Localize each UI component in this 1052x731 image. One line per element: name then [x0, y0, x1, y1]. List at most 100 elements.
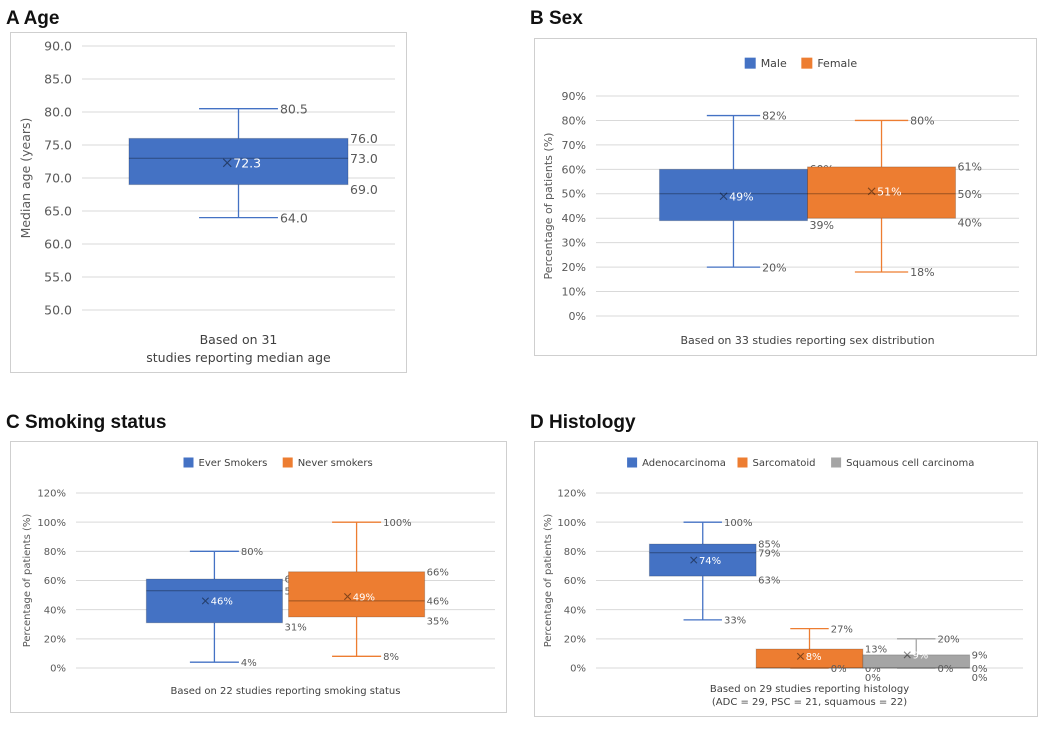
value-label-min: 0% [831, 664, 847, 675]
value-label-min: 64.0 [280, 210, 308, 225]
value-label-mean: 49% [353, 592, 375, 603]
legend-entry: Sarcomatoid [753, 458, 816, 469]
value-label-mean: 9% [912, 651, 928, 662]
value-label-max: 80% [241, 547, 263, 558]
y-tick-label: 20% [564, 634, 586, 645]
legend-swatch [831, 457, 842, 468]
y-axis-label: Percentage of patients (%) [22, 514, 33, 648]
value-label-min: 18% [910, 266, 934, 279]
chart-smoking-status: 0% 20% 40% 60% 80% 100% 120% Percentage of pati… [10, 441, 507, 713]
value-label-mean: 72.3 [233, 156, 261, 171]
mean-marker [343, 592, 352, 601]
panel-title-b: B Sex [530, 8, 583, 29]
y-tick-label: 65.0 [44, 204, 72, 219]
chart-caption: (ADC = 29, PSC = 21, squamous = 22) [712, 697, 907, 708]
value-label-max: 80% [910, 115, 934, 128]
value-label-q1: 35% [427, 616, 449, 627]
chart-caption: Based on 33 studies reporting sex distri… [680, 334, 934, 347]
value-label-max: 27% [831, 624, 853, 635]
y-tick-label: 0% [569, 310, 586, 323]
y-axis-label: Median age (years) [18, 118, 33, 239]
box-iqr [658, 168, 808, 222]
chart-frame [534, 441, 1038, 717]
legend-swatch [627, 457, 638, 468]
value-label-mean: 74% [699, 556, 721, 567]
legend-entry: Female [817, 57, 857, 70]
box-iqr [288, 571, 426, 618]
value-label-min: 4% [241, 658, 257, 669]
y-tick-label: 60% [44, 576, 66, 587]
y-tick-label: 80% [564, 547, 586, 558]
box-iqr [807, 166, 957, 219]
y-tick-label: 30% [562, 237, 586, 250]
legend-swatch [737, 457, 748, 468]
value-label-min: 33% [724, 616, 746, 627]
legend-entry: Male [761, 57, 787, 70]
value-label-q1: 63% [758, 576, 780, 587]
legend-entry: Ever Smokers [199, 458, 268, 469]
legend-swatch [282, 457, 293, 468]
panel-title-d: D Histology [530, 412, 636, 433]
chart-caption: Based on 31 [200, 332, 278, 347]
box-iqr [862, 654, 971, 669]
mean-marker [690, 556, 698, 564]
value-label-q3: 13% [865, 645, 887, 656]
panel-title-c: C Smoking status [6, 412, 167, 433]
box-iqr [128, 137, 349, 186]
y-tick-label: 0% [50, 664, 66, 675]
y-tick-label: 70.0 [44, 171, 72, 186]
value-label-q1: 0% [972, 673, 988, 684]
legend-swatch [183, 457, 194, 468]
value-label-max: 80.5 [280, 101, 308, 116]
box-iqr [145, 578, 283, 624]
chart-frame [10, 32, 407, 373]
value-label-mean: 46% [211, 597, 233, 608]
value-label-q3: 9% [972, 650, 988, 661]
value-label-q1: 40% [958, 216, 982, 229]
y-tick-label: 40% [44, 605, 66, 616]
y-tick-label: 60% [564, 576, 586, 587]
mean-marker [719, 192, 728, 201]
y-tick-label: 55.0 [44, 270, 72, 285]
value-label-min: 20% [762, 261, 786, 274]
value-label-q3: 66% [427, 567, 449, 578]
y-tick-label: 120% [37, 489, 66, 500]
y-tick-label: 90% [562, 90, 586, 103]
y-tick-label: 80.0 [44, 105, 72, 120]
value-label-max: 100% [724, 518, 753, 529]
y-tick-label: 0% [570, 664, 586, 675]
value-label-median: 50% [958, 188, 982, 201]
value-label-mean: 51% [877, 186, 901, 199]
value-label-median: 0% [865, 664, 881, 675]
y-tick-label: 20% [562, 261, 586, 274]
legend-swatch [744, 57, 756, 69]
y-tick-label: 50.0 [44, 303, 72, 318]
mean-marker [867, 187, 876, 196]
box-iqr [648, 543, 757, 577]
chart-histology: 0% 20% 40% 60% 80% 100% 120% Percentage of pati… [534, 441, 1038, 717]
y-axis-label: Percentage of patients (%) [543, 514, 554, 648]
mean-marker [201, 597, 210, 605]
value-label-mean: 8% [806, 652, 822, 663]
y-tick-label: 85.0 [44, 72, 72, 87]
legend-entry: Never smokers [298, 458, 373, 469]
value-label-max: 82% [762, 110, 786, 123]
value-label-q3: 76.0 [350, 131, 378, 146]
mean-marker [222, 158, 232, 168]
y-tick-label: 20% [44, 634, 66, 645]
value-label-q3: 61% [958, 161, 982, 174]
legend-entry: Adenocarcinoma [642, 458, 726, 469]
value-label-min: 8% [383, 652, 399, 663]
y-tick-label: 90.0 [44, 39, 72, 54]
legend-swatch [801, 57, 813, 69]
value-label-mean: 49% [729, 190, 753, 203]
value-label-q1: 69.0 [350, 182, 378, 197]
legend-entry: Squamous cell carcinoma [846, 458, 974, 469]
y-tick-label: 75.0 [44, 138, 72, 153]
value-label-q1: 0% [865, 673, 881, 684]
y-tick-label: 100% [37, 518, 66, 529]
y-tick-label: 80% [562, 114, 586, 127]
chart-caption: Based on 22 studies reporting smoking st… [171, 686, 401, 697]
chart-caption: studies reporting median age [146, 350, 331, 365]
value-label-q1: 31% [285, 622, 307, 633]
